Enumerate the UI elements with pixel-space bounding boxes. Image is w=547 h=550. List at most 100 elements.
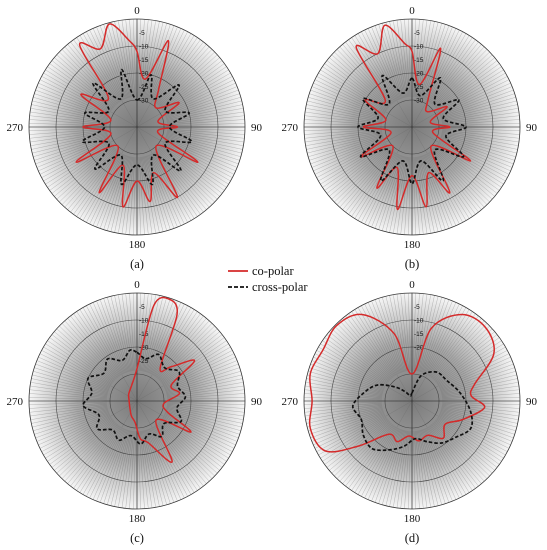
angular-gridline bbox=[304, 397, 382, 401]
angular-gridline bbox=[351, 37, 396, 102]
angular-gridline bbox=[432, 320, 485, 379]
angular-gridline bbox=[339, 149, 392, 208]
angular-gridline bbox=[306, 378, 383, 395]
angular-gridline bbox=[167, 128, 245, 135]
angular-gridline bbox=[307, 134, 383, 154]
angular-gridline bbox=[313, 356, 385, 389]
angular-gridline bbox=[324, 418, 388, 465]
angle-label-0: 0 bbox=[134, 5, 140, 17]
angular-gridline bbox=[439, 353, 510, 388]
angular-gridline bbox=[146, 429, 171, 504]
angular-gridline bbox=[334, 325, 391, 381]
angular-gridline bbox=[118, 20, 132, 98]
angular-gridline bbox=[310, 89, 384, 117]
angular-gridline bbox=[140, 19, 149, 97]
angular-gridline bbox=[331, 421, 390, 474]
angular-gridline bbox=[154, 151, 201, 215]
angular-gridline bbox=[166, 104, 243, 121]
angular-gridline bbox=[326, 60, 389, 109]
angular-gridline bbox=[435, 60, 498, 109]
angular-gridline bbox=[418, 21, 435, 98]
angular-gridline bbox=[41, 350, 111, 387]
angular-gridline bbox=[441, 131, 519, 143]
angular-gridline bbox=[412, 19, 416, 97]
angular-gridline bbox=[389, 21, 406, 98]
angular-gridline bbox=[157, 149, 210, 208]
angular-gridline bbox=[439, 82, 511, 115]
angular-gridline bbox=[125, 431, 134, 509]
angular-gridline bbox=[434, 54, 493, 107]
angular-gridline bbox=[118, 294, 132, 372]
angular-gridline bbox=[41, 415, 111, 452]
angular-gridline bbox=[305, 111, 383, 123]
angular-gridline bbox=[354, 426, 397, 493]
angular-gridline bbox=[400, 293, 409, 371]
angular-gridline bbox=[316, 415, 386, 452]
angular-gridline bbox=[345, 150, 394, 213]
angular-gridline bbox=[45, 142, 112, 185]
angular-gridline bbox=[33, 371, 108, 393]
angular-gridline bbox=[423, 300, 453, 374]
angular-gridline bbox=[166, 131, 244, 143]
angular-gridline bbox=[354, 152, 397, 219]
angular-gridline bbox=[322, 340, 387, 385]
angular-gridline bbox=[167, 127, 245, 131]
angular-gridline bbox=[166, 134, 242, 154]
angular-gridline bbox=[435, 419, 498, 468]
angular-gridline bbox=[431, 44, 482, 104]
angular-gridline bbox=[148, 300, 178, 374]
angular-gridline bbox=[374, 299, 402, 373]
angular-gridline bbox=[64, 320, 117, 379]
angular-gridline bbox=[314, 353, 385, 388]
angular-gridline bbox=[35, 137, 109, 165]
co-polar-trace bbox=[127, 296, 196, 463]
angular-gridline bbox=[56, 147, 115, 200]
angular-gridline bbox=[155, 315, 204, 378]
angular-gridline bbox=[305, 131, 383, 143]
angular-gridline bbox=[425, 154, 460, 225]
angular-gridline bbox=[416, 294, 428, 372]
angular-gridline bbox=[159, 54, 218, 107]
angular-gridline bbox=[412, 431, 416, 509]
angular-gridline bbox=[385, 22, 405, 98]
angular-gridline bbox=[89, 154, 124, 225]
angular-gridline bbox=[339, 320, 392, 379]
angular-gridline bbox=[314, 414, 385, 449]
radial-tick-label: -25 bbox=[139, 358, 149, 365]
angular-gridline bbox=[424, 428, 457, 500]
angular-gridline bbox=[418, 295, 435, 372]
angular-gridline bbox=[432, 148, 488, 205]
angular-gridline bbox=[61, 49, 117, 106]
angular-gridline bbox=[348, 39, 395, 103]
angular-gridline bbox=[86, 305, 123, 375]
angular-gridline bbox=[51, 419, 114, 468]
angular-gridline bbox=[129, 431, 136, 509]
angular-gridline bbox=[441, 408, 517, 428]
angular-gridline bbox=[304, 402, 382, 409]
angular-gridline bbox=[309, 410, 384, 435]
angular-gridline bbox=[361, 31, 398, 101]
angular-gridline bbox=[440, 89, 514, 117]
angular-gridline bbox=[354, 309, 397, 376]
angular-gridline bbox=[432, 149, 485, 208]
angular-gridline bbox=[438, 350, 508, 387]
angular-gridline bbox=[378, 298, 403, 373]
angular-gridline bbox=[103, 24, 128, 99]
angular-gridline bbox=[163, 141, 233, 178]
angular-gridline bbox=[433, 325, 490, 381]
co-polar-trace bbox=[75, 23, 199, 208]
angular-gridline bbox=[125, 293, 134, 371]
angular-gridline bbox=[441, 378, 518, 395]
angle-label-180: 180 bbox=[129, 239, 146, 251]
angular-gridline bbox=[378, 24, 403, 99]
angular-gridline bbox=[424, 28, 457, 100]
angular-gridline bbox=[421, 155, 446, 230]
angular-gridline bbox=[378, 155, 403, 230]
angular-gridline bbox=[167, 397, 245, 401]
angular-gridline bbox=[419, 430, 439, 506]
angular-gridline bbox=[152, 35, 195, 102]
angular-gridline bbox=[155, 150, 204, 213]
angular-gridline bbox=[35, 363, 109, 391]
radial-tick-label: -10 bbox=[414, 318, 424, 325]
angular-gridline bbox=[166, 135, 241, 157]
